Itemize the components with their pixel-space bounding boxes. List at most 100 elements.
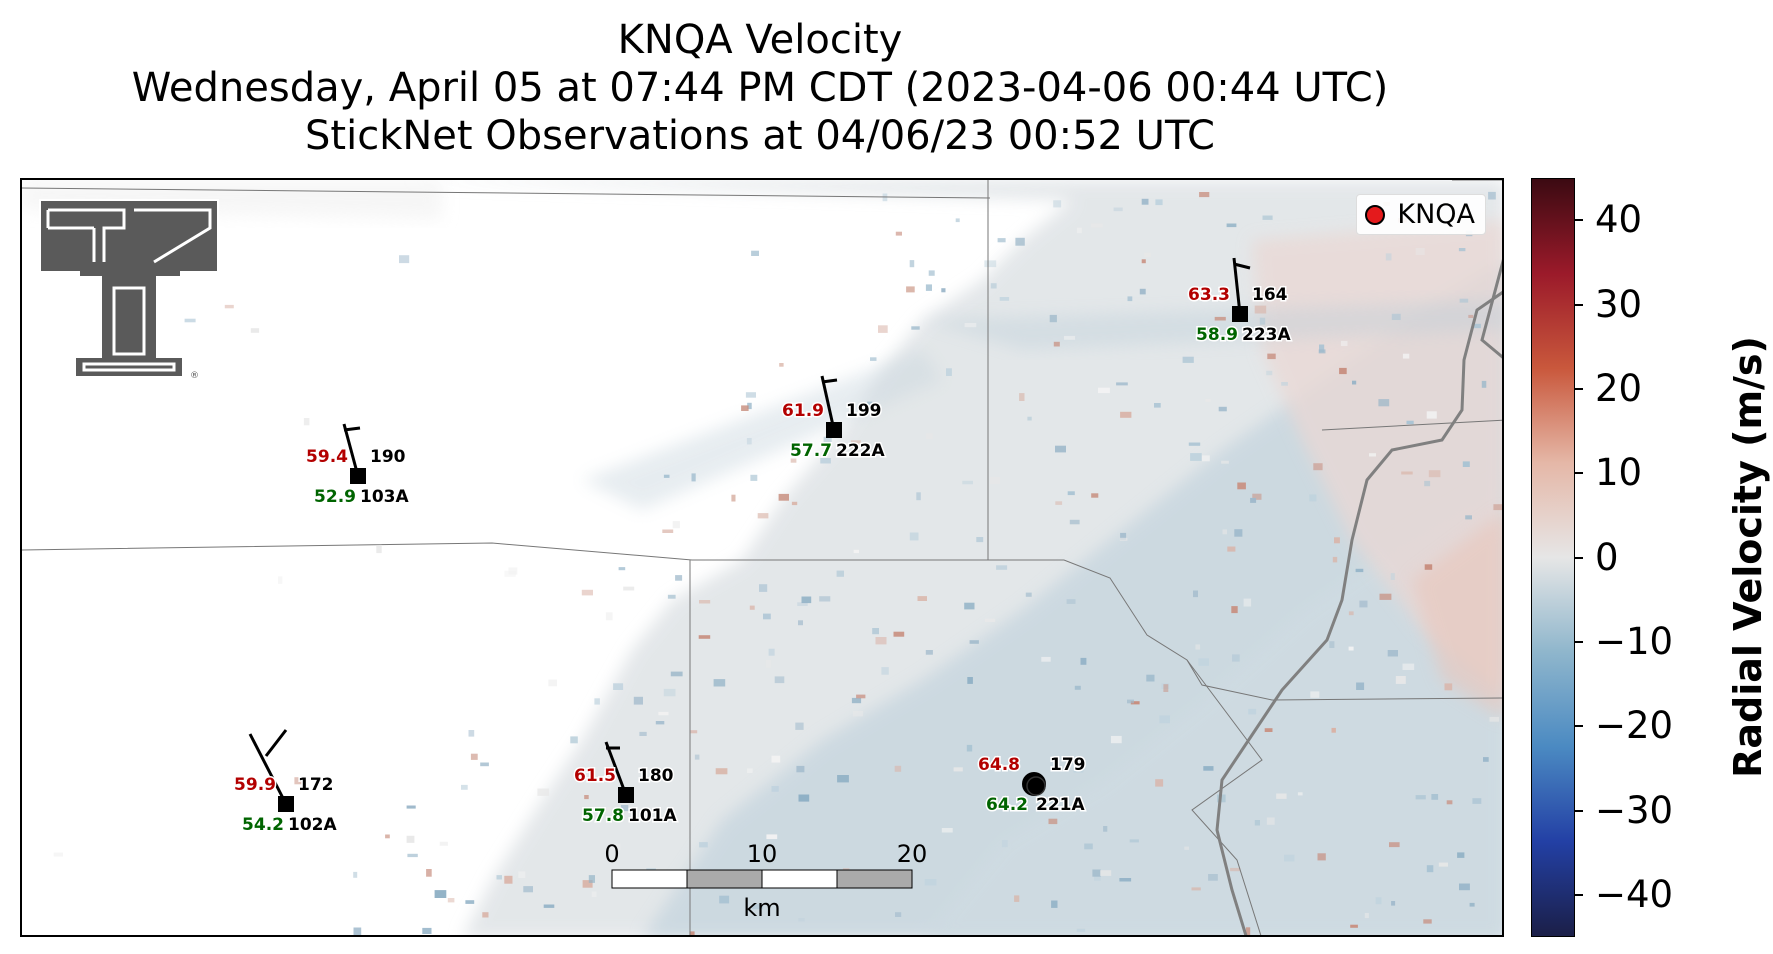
- radar-map[interactable]: 59.4 190 52.9 103A 61.9 199 57.7 222A 63.3 164 58.…: [20, 178, 1504, 937]
- radar-gate: [1446, 800, 1453, 805]
- radar-gate: [719, 895, 730, 904]
- radar-gate: [1094, 875, 1101, 881]
- colorbar-tick: [1575, 556, 1583, 559]
- radar-gate: [1116, 382, 1128, 386]
- station-marker: [278, 796, 294, 812]
- radar-gate: [779, 363, 784, 367]
- temperature-label: 64.8: [978, 755, 1020, 775]
- radar-gate: [759, 584, 768, 592]
- radar-gate: [1503, 425, 1505, 432]
- radar-gate: [470, 753, 478, 760]
- scale-bar-tick-label: 20: [897, 840, 928, 868]
- radar-gate: [468, 730, 475, 737]
- radar-gate: [791, 501, 798, 506]
- radar-gate: [1348, 611, 1354, 616]
- radar-gate: [1141, 198, 1149, 205]
- temperature-label: 63.3: [1188, 285, 1230, 305]
- dewpoint-label: 57.8: [582, 806, 624, 826]
- radar-gate: [1350, 924, 1358, 928]
- radar-gate: [997, 238, 1006, 243]
- wind-barb-flag: [1233, 262, 1251, 270]
- scale-bar-segment: [836, 869, 913, 889]
- colorbar-tick: [1575, 472, 1583, 475]
- radar-gate: [774, 676, 785, 684]
- radar-gate: [1348, 646, 1354, 651]
- title-line-3: StickNet Observations at 04/06/23 00:52 …: [305, 113, 1215, 159]
- radar-gate: [639, 731, 647, 736]
- radar-gate: [1076, 227, 1082, 234]
- temperature-label: 59.4: [306, 447, 348, 467]
- scale-bar-segment: [686, 869, 763, 889]
- knqa-radar-ring: [1026, 776, 1046, 796]
- station-plot-103A[interactable]: 59.4 190 52.9 103A: [305, 423, 411, 509]
- station-plot-223A[interactable]: 63.3 164 58.9 223A: [1187, 257, 1293, 347]
- radar-gate: [689, 931, 695, 935]
- radar-gate: [1127, 699, 1134, 704]
- radar-gate: [1141, 259, 1146, 264]
- radar-gate: [605, 612, 613, 621]
- station-plot-101A[interactable]: 61.5 180 57.8 101A: [573, 741, 679, 828]
- station-id-label: 221A: [1036, 795, 1085, 815]
- radar-gate: [768, 648, 775, 656]
- radar-gate: [798, 794, 810, 802]
- stations-layer: 59.4 190 52.9 103A 61.9 199 57.7 222A 63.3 164 58.…: [233, 257, 1293, 837]
- radar-gate: [895, 912, 902, 917]
- station-plot-222A[interactable]: 61.9 199 57.7 222A: [781, 375, 887, 463]
- radar-gate: [1113, 207, 1123, 212]
- colorbar-tick-label: 40: [1595, 198, 1643, 242]
- radar-gate: [1390, 573, 1395, 580]
- radar-gate: [1462, 461, 1470, 467]
- radar-gate: [1119, 537, 1128, 541]
- radar-gate: [1182, 356, 1194, 363]
- radar-gate: [1502, 581, 1504, 584]
- radar-gate: [1459, 883, 1470, 891]
- radar-gate: [353, 871, 358, 878]
- radar-gate: [1339, 367, 1347, 375]
- radar-gate: [881, 667, 889, 675]
- colorbar-tick-label: 0: [1595, 535, 1619, 579]
- radar-gate: [1076, 928, 1086, 932]
- station-id-label: 102A: [288, 815, 337, 835]
- radar-gate: [1493, 504, 1502, 511]
- colorbar-tick: [1575, 809, 1583, 812]
- radar-gate: [1340, 340, 1348, 346]
- station-plot-221A[interactable]: 64.8 179 64.2 221A: [977, 754, 1087, 817]
- scale-bar-segment: [611, 869, 688, 889]
- radar-gate: [1245, 927, 1251, 935]
- radar-gate: [620, 805, 629, 812]
- radar-gate: [996, 565, 1008, 570]
- radar-gate: [1120, 532, 1127, 540]
- radar-gate: [1369, 453, 1376, 457]
- radar-gate: [543, 904, 555, 908]
- colorbar-tick-label: −30: [1595, 788, 1674, 832]
- radar-gate: [894, 765, 902, 772]
- radar-gate: [771, 755, 781, 763]
- radar-gate: [1318, 349, 1326, 354]
- radar-gate: [1264, 728, 1273, 732]
- radar-gate: [1423, 919, 1432, 924]
- radar-gate: [1465, 515, 1472, 520]
- wind-direction-label: 164: [1252, 285, 1288, 305]
- radar-gate: [1154, 403, 1161, 408]
- radar-gate: [916, 492, 921, 501]
- radar-gate: [1067, 491, 1075, 496]
- radar-gate: [1359, 600, 1368, 608]
- radar-gate: [1055, 445, 1066, 453]
- radar-gate: [184, 318, 196, 323]
- radar-gate: [1001, 840, 1008, 848]
- radar-gate: [1250, 497, 1257, 503]
- radar-gate: [969, 640, 979, 644]
- wind-barb: [248, 733, 288, 805]
- radar-gate: [1226, 223, 1237, 228]
- radar-gate: [731, 494, 736, 502]
- radar-gate: [690, 730, 698, 734]
- radar-gate: [745, 392, 756, 398]
- radar-gate: [1317, 853, 1326, 861]
- radar-gate: [1415, 247, 1425, 256]
- radar-gate: [480, 762, 489, 767]
- radar-gate: [1084, 843, 1093, 850]
- radar-gate: [1262, 215, 1273, 220]
- radar-gate: [698, 635, 711, 639]
- logo-registered-mark: ®: [190, 371, 199, 381]
- station-plot-102A[interactable]: 59.9 172 54.2 102A: [233, 729, 339, 837]
